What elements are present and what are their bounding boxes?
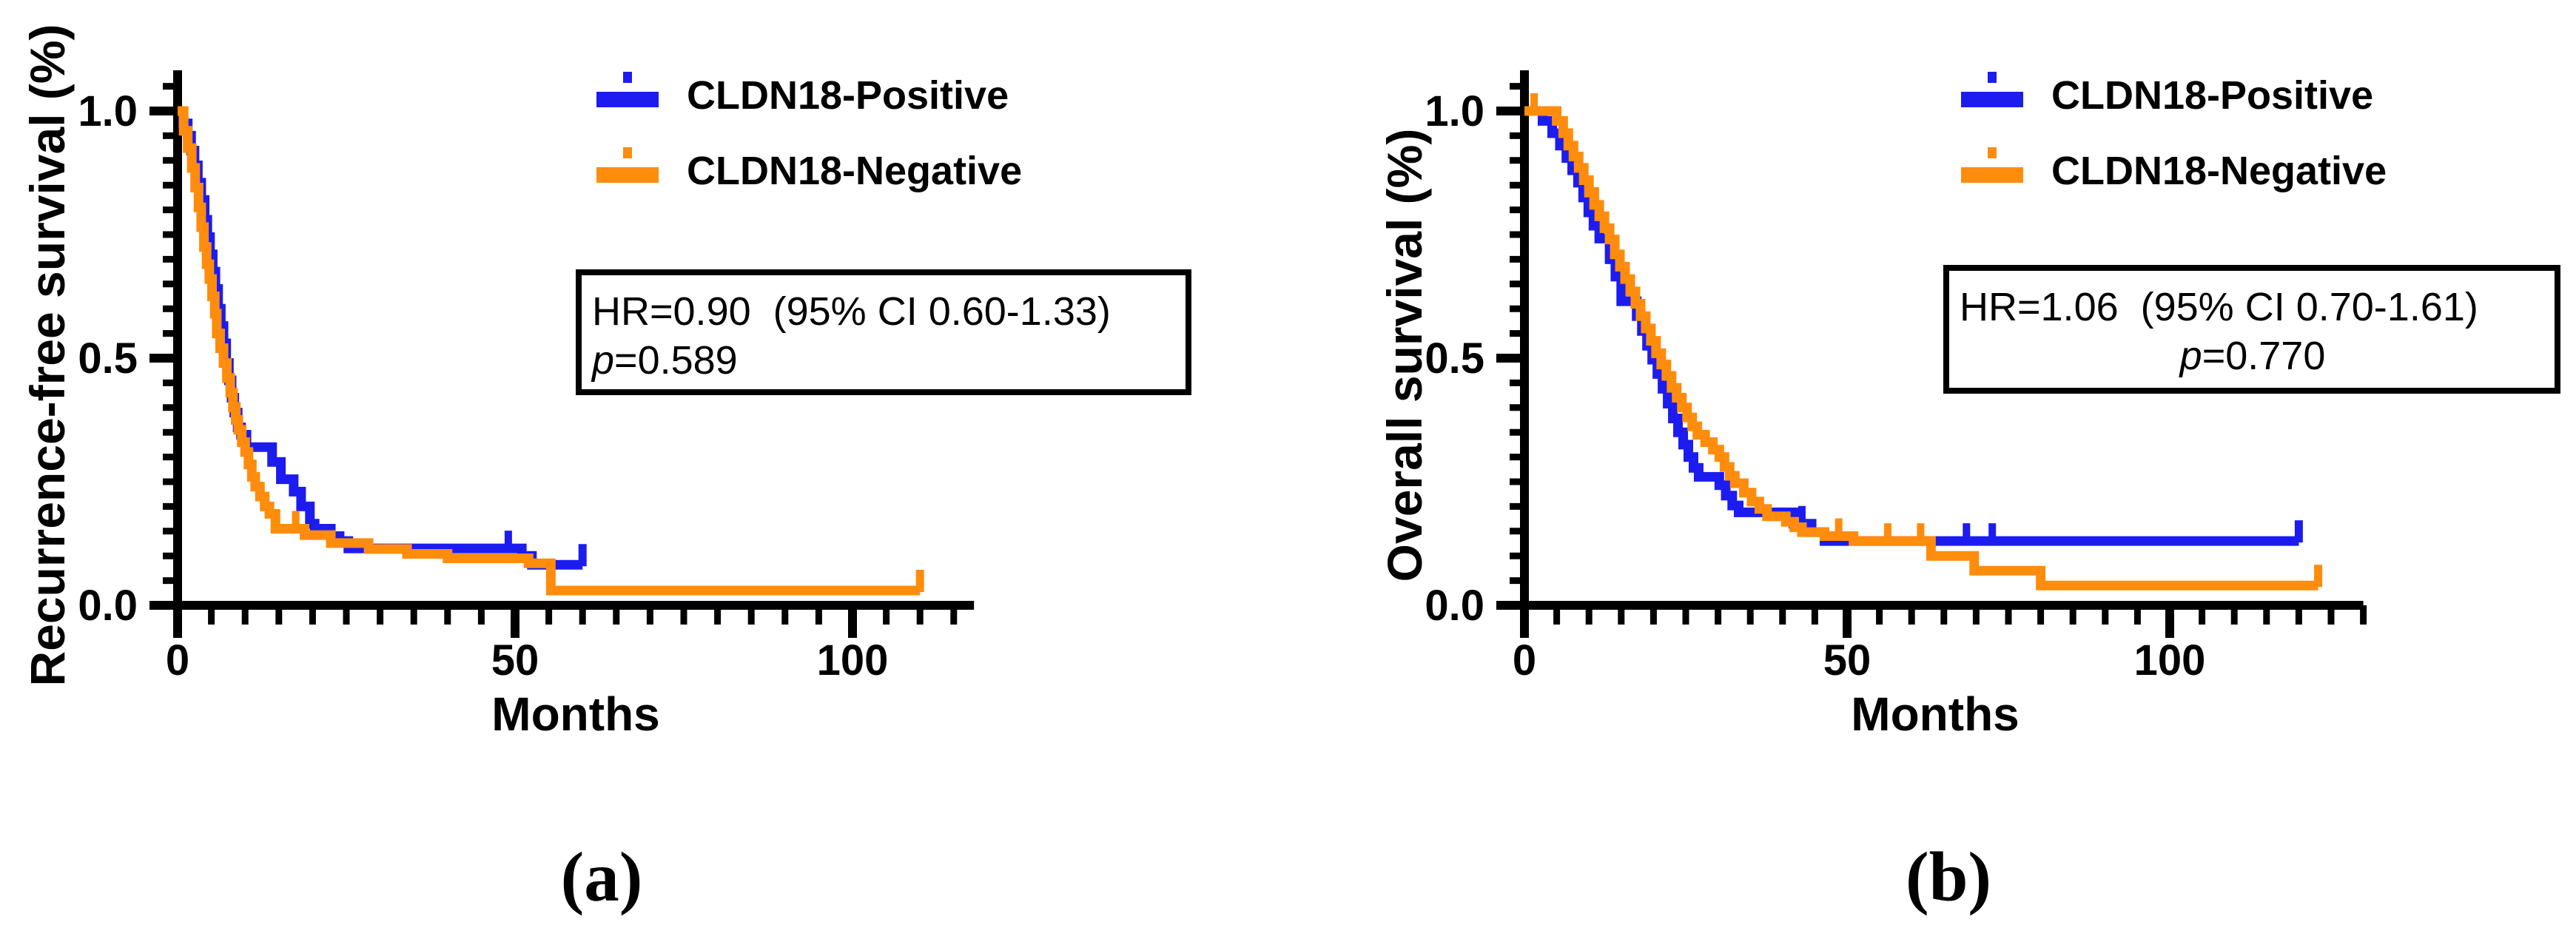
panel-label-b: (b) xyxy=(1905,838,1992,916)
y-tick-label: 0.5 xyxy=(78,334,138,383)
legend-label-positive-a: CLDN18-Positive xyxy=(687,73,1009,118)
x-tick-label: 100 xyxy=(817,636,889,684)
hr-value-text: HR=1.06 (95% CI 0.70-1.61) xyxy=(1960,285,2478,329)
legend-line-swatch xyxy=(596,167,659,183)
legend-key-negative-b xyxy=(1961,147,2023,183)
p-symbol: p xyxy=(2179,334,2202,378)
legend-key-positive-b xyxy=(1961,72,2023,107)
p-value-text: p=0.770 xyxy=(1960,332,2546,380)
axis-ticks xyxy=(149,83,958,638)
y-tick-label: 1.0 xyxy=(1425,87,1484,135)
x-axis-label-b: Months xyxy=(1851,687,2020,741)
legend-key-negative-a xyxy=(596,147,659,183)
p-number: =0.589 xyxy=(614,338,738,383)
p-symbol: p xyxy=(592,338,615,383)
panel-b: 0 50 100 0.0 0.5 1.0 xyxy=(1425,70,2367,684)
censor-tick-icon xyxy=(623,147,632,158)
legend-line-swatch xyxy=(596,92,659,107)
y-tick-label: 1.0 xyxy=(78,87,138,135)
y-axis-label-a: Recurrence-free survival (%) xyxy=(20,24,75,687)
km-curve-cldn18-positive xyxy=(178,106,587,570)
axis-ticks xyxy=(1496,83,2367,638)
legend-line-swatch xyxy=(1961,92,2023,107)
x-tick-label: 100 xyxy=(2134,636,2206,684)
panel-label-a: (a) xyxy=(560,838,643,916)
hr-value-text: HR=0.90 (95% CI 0.60-1.33) xyxy=(592,289,1111,334)
legend-key-positive-a xyxy=(596,72,659,107)
y-axis-label-b: Overall survival (%) xyxy=(1377,128,1432,582)
p-value-text: p=0.589 xyxy=(592,336,1177,385)
survival-step-line xyxy=(178,106,583,570)
censor-tick-icon xyxy=(1988,147,1997,158)
y-tick-label: 0.5 xyxy=(1425,334,1484,383)
x-tick-label: 50 xyxy=(491,636,539,684)
x-tick-label: 0 xyxy=(166,636,189,684)
legend-label-negative-b: CLDN18-Negative xyxy=(2051,149,2387,193)
y-tick-label: 0.0 xyxy=(78,582,138,630)
legend-label-positive-b: CLDN18-Positive xyxy=(2051,73,2374,118)
x-axis-label-a: Months xyxy=(491,687,660,741)
censor-tick-icon xyxy=(623,72,632,83)
censor-tick-icon xyxy=(1988,72,1997,83)
p-number: =0.770 xyxy=(2202,334,2326,378)
hr-annotation-box-b: HR=1.06 (95% CI 0.70-1.61) p=0.770 xyxy=(1943,265,2560,394)
legend-line-swatch xyxy=(1961,167,2023,183)
km-curve-cldn18-negative xyxy=(178,106,924,596)
legend-label-negative-a: CLDN18-Negative xyxy=(687,149,1023,193)
y-tick-label: 0.0 xyxy=(1425,582,1484,630)
panel-a: 0 50 100 0.0 0.5 1.0 xyxy=(78,70,975,684)
x-tick-label: 0 xyxy=(1513,636,1536,684)
hr-annotation-box-a: HR=0.90 (95% CI 0.60-1.33) p=0.589 xyxy=(576,269,1191,395)
km-curve-cldn18-negative xyxy=(1524,93,2323,591)
x-tick-label: 50 xyxy=(1823,636,1872,684)
